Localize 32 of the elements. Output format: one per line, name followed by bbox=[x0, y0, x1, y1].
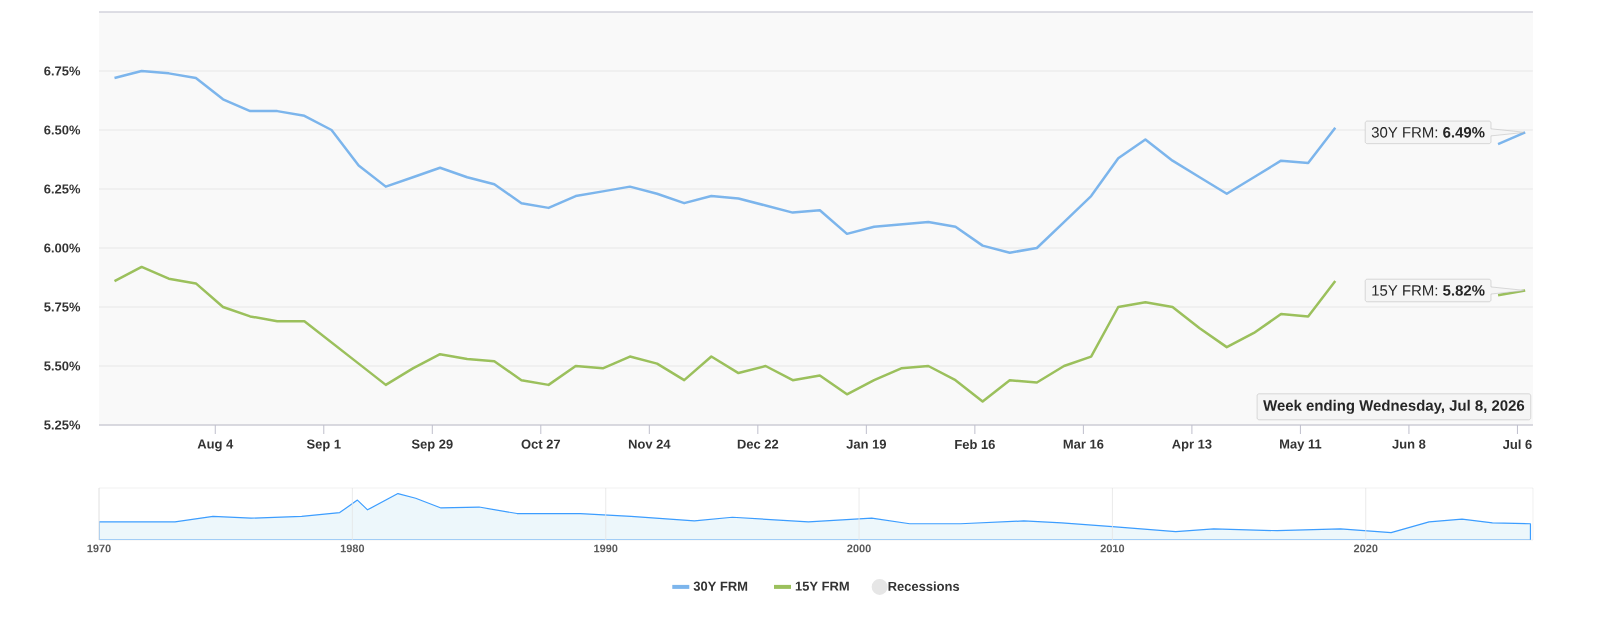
x-tick-label: 1970 bbox=[87, 544, 111, 553]
x-tick-label: Jan 19 bbox=[846, 439, 887, 449]
annotation: 30Y FRM: 6.49% bbox=[1371, 127, 1485, 138]
x-tick-label: Feb 16 bbox=[955, 439, 995, 450]
y-tick-label: 5.50% bbox=[44, 361, 81, 371]
legend-label: 15Y FRM bbox=[795, 581, 849, 591]
y-tick-label: 6.50% bbox=[44, 125, 81, 135]
x-tick-label: Sep 1 bbox=[306, 439, 341, 452]
x-tick-label: Oct 27 bbox=[521, 439, 561, 449]
annotation: Week ending Wednesday, Jul 8, 2026 bbox=[1263, 399, 1525, 414]
x-tick-label: Nov 24 bbox=[628, 439, 671, 449]
x-tick-label: Dec 22 bbox=[737, 439, 779, 449]
legend-label: 30Y FRM bbox=[693, 581, 748, 591]
y-tick-label: 6.25% bbox=[44, 184, 81, 194]
x-tick-label: 1990 bbox=[594, 544, 618, 553]
x-tick-label: 2000 bbox=[847, 544, 871, 553]
y-tick-label: 5.75% bbox=[44, 302, 81, 312]
x-tick-label: Apr 13 bbox=[1172, 439, 1212, 452]
x-tick-label: Jun 8 bbox=[1392, 439, 1426, 449]
x-tick-label: 2010 bbox=[1100, 544, 1125, 553]
x-tick-label: Jul 6 bbox=[1502, 439, 1532, 450]
y-tick-label: 6.75% bbox=[44, 66, 81, 76]
x-tick-label: Aug 4 bbox=[197, 439, 234, 452]
x-tick-label: 2020 bbox=[1353, 544, 1378, 553]
y-tick-label: 5.25% bbox=[44, 420, 81, 430]
x-tick-label: May 11 bbox=[1280, 439, 1322, 452]
annotation: 15Y FRM: 5.82% bbox=[1372, 285, 1485, 296]
x-tick-label: Sep 29 bbox=[411, 439, 453, 452]
legend-label: Recessions bbox=[888, 581, 960, 591]
y-tick-label: 6.00% bbox=[44, 243, 81, 253]
x-tick-label: Mar 16 bbox=[1063, 439, 1104, 449]
x-tick-label: 1980 bbox=[340, 544, 365, 553]
